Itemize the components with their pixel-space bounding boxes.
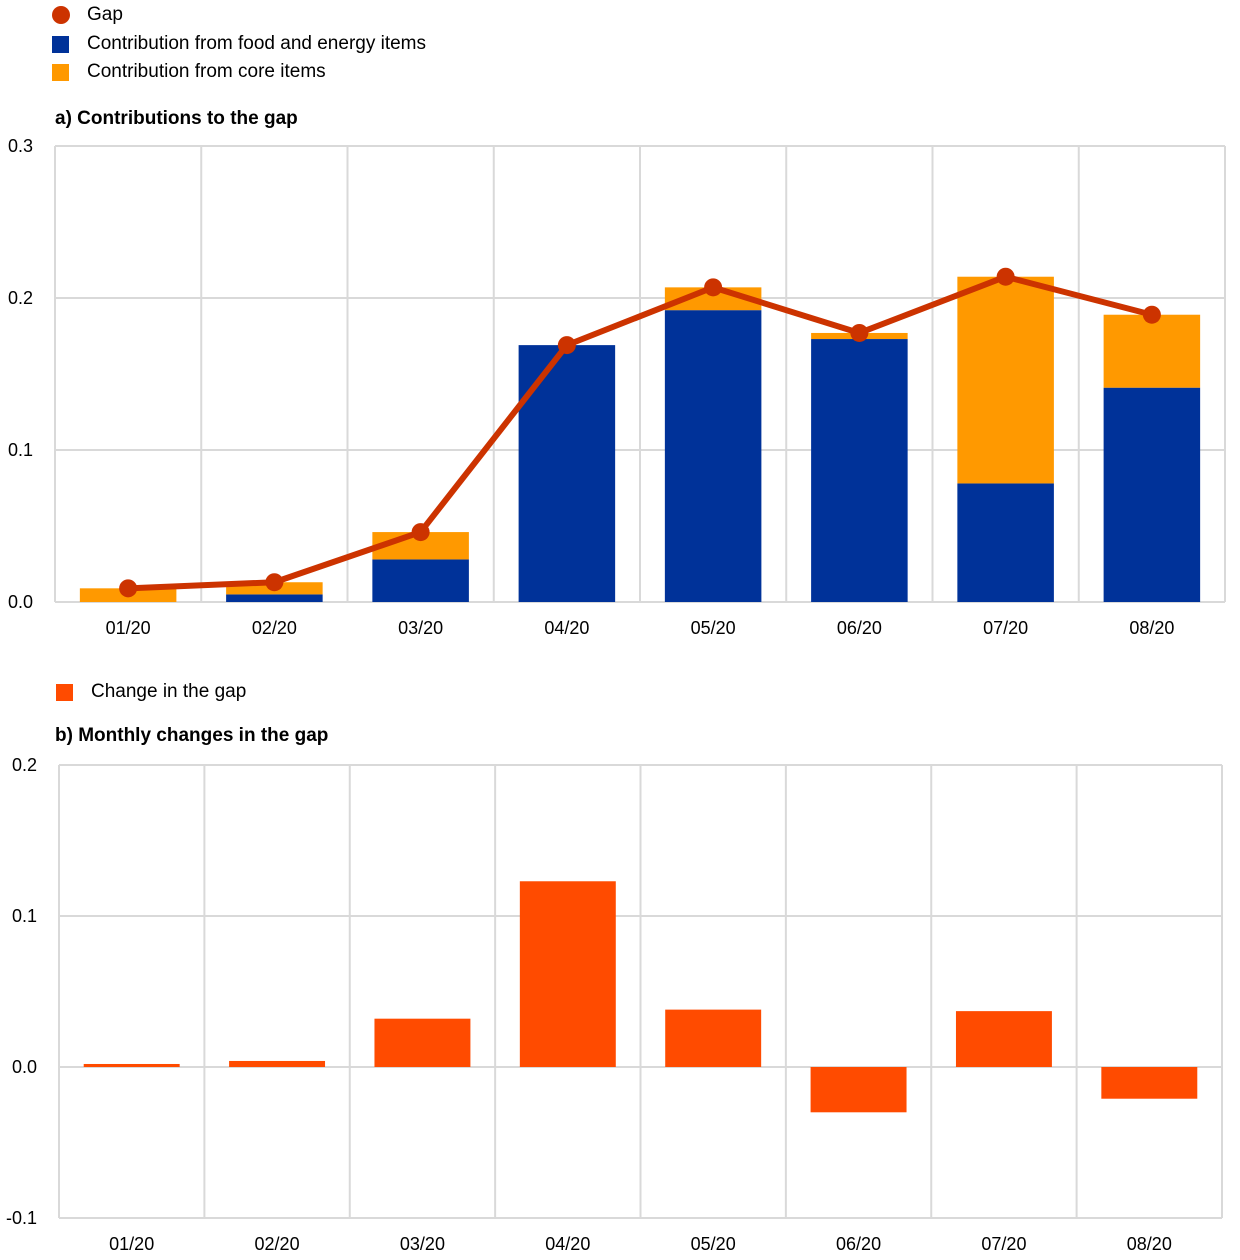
chart-a-x-tick-label: 06/20 [837, 618, 882, 638]
chart-a-line-gap [128, 273, 1153, 592]
legend-label-core: Contribution from core items [87, 61, 326, 82]
chart-b-x-tick-label: 05/20 [691, 1234, 736, 1254]
legend-swatch-change [56, 683, 73, 701]
chart-a-x-tick-label: 05/20 [691, 618, 736, 638]
chart-b-x-tick-label: 01/20 [109, 1234, 154, 1254]
chart-a-point-gap [1142, 305, 1161, 324]
chart-b-bar-change-in-the-gap [374, 1018, 471, 1067]
chart-a-y-tick-label: 0.3 [8, 136, 33, 156]
chart-a-point-gap [704, 278, 723, 297]
chart-b-x-tick-label: 06/20 [836, 1234, 881, 1254]
chart-a-x-tick-label: 01/20 [106, 618, 151, 638]
chart-b-bar-change-in-the-gap [83, 1063, 180, 1067]
chart-a-bar-contribution-from-core-items [957, 276, 1054, 484]
legend-item-change: Change in the gap [56, 681, 246, 703]
chart-b-x-tick-label: 04/20 [545, 1234, 590, 1254]
chart-a-x-tick-label: 07/20 [983, 618, 1028, 638]
chart-a-title: a) Contributions to the gap [55, 108, 298, 129]
chart-b-y-tick-label: 0.2 [12, 755, 37, 775]
legend-swatch-food-energy [52, 35, 69, 53]
chart-b-bar-change-in-the-gap [1101, 1067, 1198, 1099]
chart-a-y-tick-label: 0.1 [8, 440, 33, 460]
chart-b-bar-change-in-the-gap [519, 881, 616, 1067]
chart-a-y-tick-label: 0.0 [8, 592, 33, 612]
chart-b-x-tick-label: 08/20 [1127, 1234, 1172, 1254]
chart-a-point-gap [996, 267, 1015, 286]
chart-b-y-tick-label: -0.1 [6, 1208, 37, 1228]
chart-a-bar-contribution-from-food-and-energy-items [957, 483, 1054, 602]
legend-label-gap: Gap [87, 4, 123, 25]
chart-a-x-tick-label: 02/20 [252, 618, 297, 638]
chart-a-bar-contribution-from-food-and-energy-items [372, 559, 469, 602]
legend-marker-gap [52, 6, 70, 24]
chart-b-y-tick-label: 0.1 [12, 906, 37, 926]
chart-a-point-gap [265, 573, 284, 592]
chart-b-y-tick-label: 0.0 [12, 1057, 37, 1077]
legend-item-gap: Gap [52, 4, 123, 26]
legend-label-food-energy: Contribution from food and energy items [87, 33, 427, 54]
chart-a-bar-contribution-from-food-and-energy-items [811, 339, 908, 602]
legend-swatch-core [52, 63, 69, 81]
chart-a-point-gap [557, 336, 576, 355]
chart-b-bar-change-in-the-gap [955, 1011, 1052, 1067]
chart-b-title: b) Monthly changes in the gap [55, 725, 329, 746]
chart-b-x-tick-label: 03/20 [400, 1234, 445, 1254]
chart-b-x-tick-label: 02/20 [255, 1234, 300, 1254]
chart-a-x-tick-label: 04/20 [544, 618, 589, 638]
chart-a-point-gap [411, 523, 430, 542]
chart-a-point-gap [850, 323, 869, 342]
chart-b-x-tick-label: 07/20 [981, 1234, 1026, 1254]
chart-a-point-gap [119, 579, 138, 598]
chart-a-bar-contribution-from-food-and-energy-items [664, 310, 762, 602]
chart-a-x-tick-label: 08/20 [1129, 618, 1174, 638]
legend-item-core: Contribution from core items [52, 61, 326, 83]
legend-label-change: Change in the gap [91, 681, 247, 702]
chart-a-bar-contribution-from-food-and-energy-items [1103, 387, 1201, 602]
chart-b-bar-change-in-the-gap [229, 1060, 326, 1067]
chart-a-bar-contribution-from-food-and-energy-items [226, 594, 323, 602]
chart-a-x-tick-label: 03/20 [398, 618, 443, 638]
chart-b-bar-change-in-the-gap [665, 1009, 762, 1067]
chart-b-bar-change-in-the-gap [810, 1067, 907, 1113]
chart-a-y-tick-label: 0.2 [8, 288, 33, 308]
legend-item-food-energy: Contribution from food and energy items [52, 33, 426, 55]
chart-a-bar-contribution-from-core-items [1103, 314, 1201, 388]
